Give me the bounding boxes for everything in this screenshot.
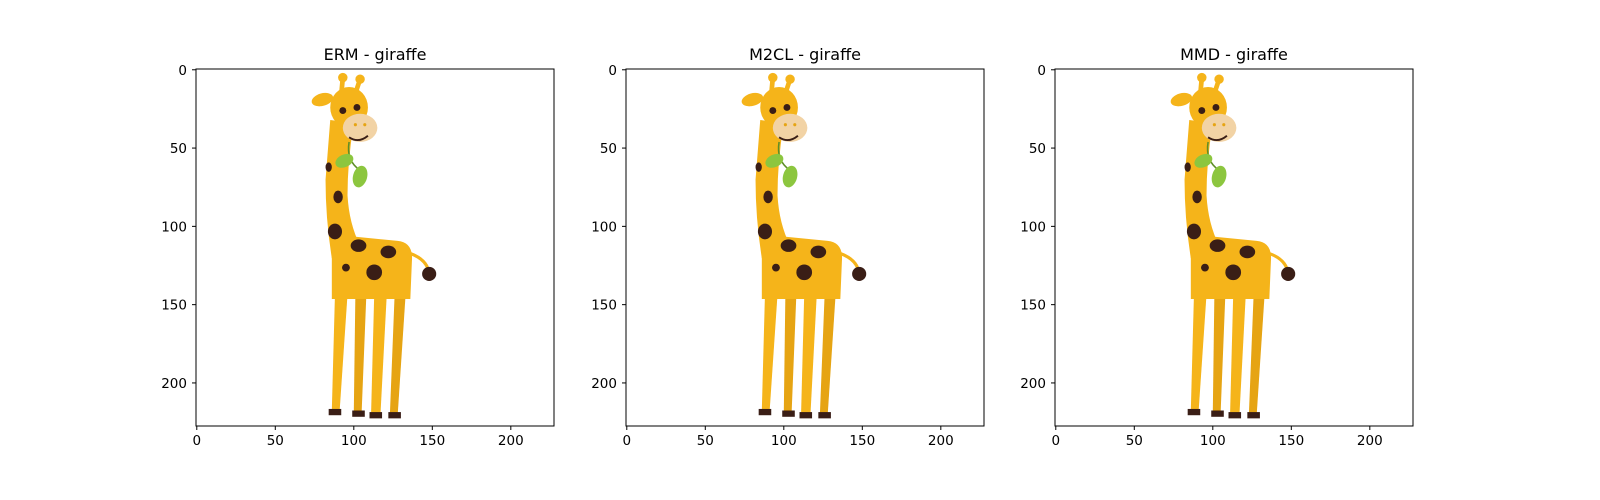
y-tick-label: 0 bbox=[608, 63, 617, 79]
y-tick-label: 150 bbox=[161, 298, 187, 314]
x-tick-label: 100 bbox=[1200, 433, 1226, 449]
image-panel-1: ERM - giraffe 0 50 100 150 200 0 50 100 150 200 bbox=[161, 45, 555, 449]
y-tick-label: 100 bbox=[161, 219, 187, 235]
axes-frame bbox=[625, 68, 985, 427]
y-tick-label: 100 bbox=[591, 219, 617, 235]
x-tick-label: 50 bbox=[267, 433, 284, 449]
giraffe-illustration-icon bbox=[1169, 73, 1295, 418]
y-tick-label: 100 bbox=[1020, 219, 1046, 235]
x-tick-label: 100 bbox=[341, 433, 367, 449]
y-tick-label: 50 bbox=[600, 141, 617, 157]
y-tick-label: 150 bbox=[591, 298, 617, 314]
y-tick-label: 200 bbox=[161, 376, 187, 392]
x-tick-label: 0 bbox=[622, 433, 631, 449]
y-tick-label: 200 bbox=[591, 376, 617, 392]
x-tick-label: 100 bbox=[771, 433, 797, 449]
y-tick-label: 50 bbox=[170, 141, 187, 157]
panel-title: MMD - giraffe bbox=[1180, 45, 1288, 64]
x-tick-label: 50 bbox=[697, 433, 714, 449]
x-tick-label: 150 bbox=[419, 433, 445, 449]
x-tick-label: 50 bbox=[1126, 433, 1143, 449]
x-tick-label: 150 bbox=[1278, 433, 1304, 449]
axes-frame bbox=[195, 68, 555, 427]
image-panel-2: M2CL - giraffe 0 50 100 150 200 0 50 100 150 200 bbox=[591, 45, 985, 449]
y-tick-label: 0 bbox=[178, 63, 187, 79]
giraffe-illustration-icon bbox=[740, 73, 866, 418]
x-tick-label: 200 bbox=[1357, 433, 1383, 449]
y-tick-label: 0 bbox=[1037, 63, 1046, 79]
giraffe-illustration-icon bbox=[310, 73, 436, 418]
panel-title: ERM - giraffe bbox=[324, 45, 427, 64]
x-tick-label: 200 bbox=[498, 433, 524, 449]
x-tick-label: 150 bbox=[849, 433, 875, 449]
y-tick-label: 50 bbox=[1029, 141, 1046, 157]
image-panel-3: MMD - giraffe 0 50 100 150 200 0 50 100 150 200 bbox=[1020, 45, 1414, 449]
x-tick-label: 0 bbox=[1051, 433, 1060, 449]
axes-frame bbox=[1054, 68, 1414, 427]
y-tick-label: 150 bbox=[1020, 298, 1046, 314]
panel-title: M2CL - giraffe bbox=[749, 45, 861, 64]
x-tick-label: 200 bbox=[928, 433, 954, 449]
x-tick-label: 0 bbox=[192, 433, 201, 449]
y-tick-label: 200 bbox=[1020, 376, 1046, 392]
